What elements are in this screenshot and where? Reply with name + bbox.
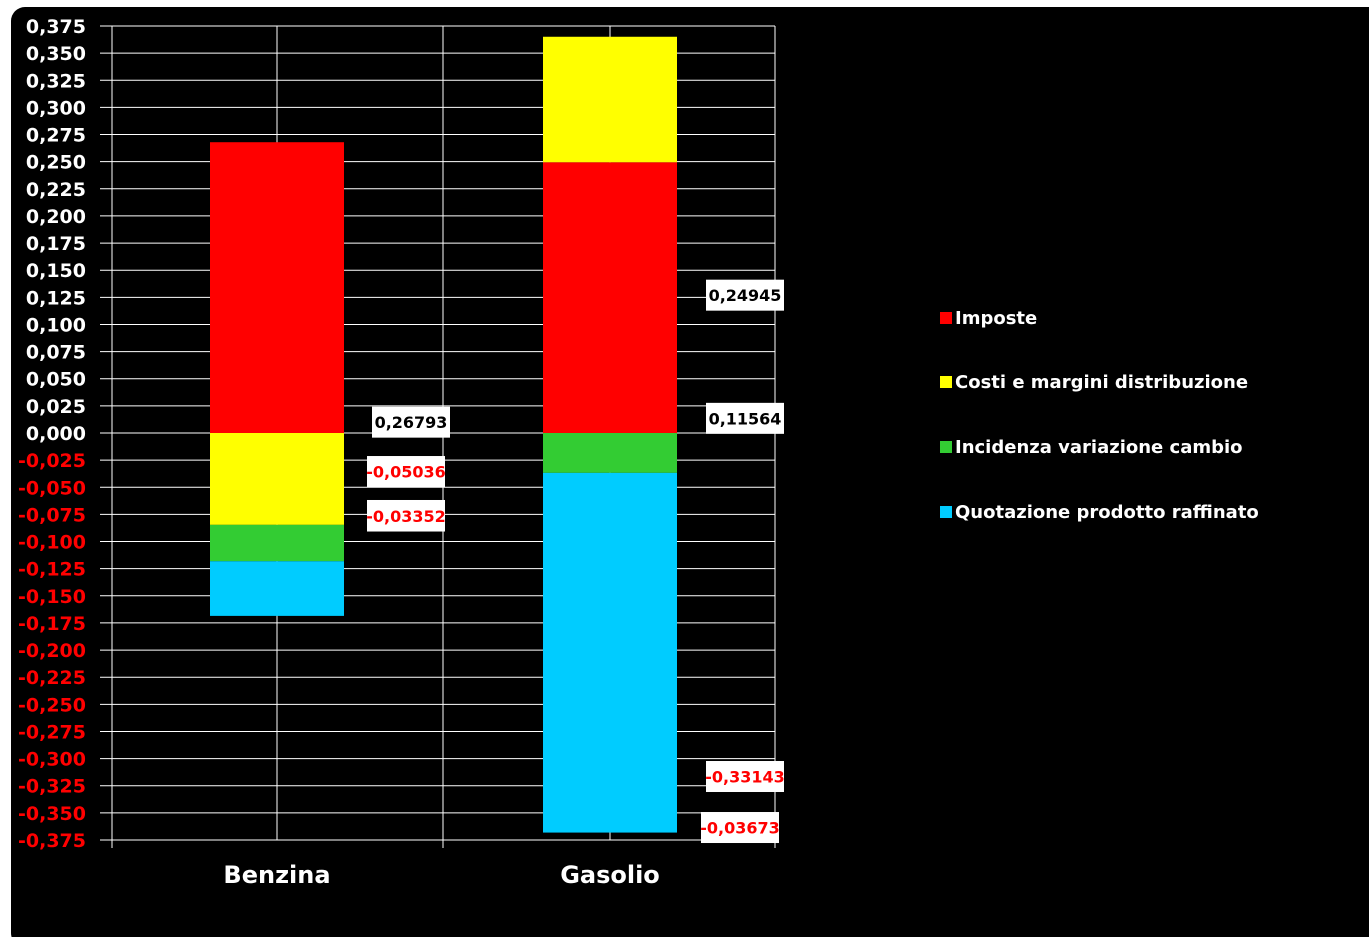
value-label-box: [372, 406, 450, 438]
y-tick-label: 0,050: [26, 369, 86, 391]
y-tick-label: 0,000: [26, 423, 86, 445]
y-tick-label: 0,350: [26, 43, 86, 65]
legend-label: Quotazione prodotto raffinato: [955, 502, 1259, 523]
y-tick-label: 0,225: [26, 179, 86, 201]
y-tick-label: -0,375: [18, 830, 86, 852]
value-label-box: [706, 761, 784, 793]
y-tick-label: 0,325: [26, 70, 86, 92]
legend-swatch: [940, 376, 952, 388]
y-tick-label: 0,300: [26, 97, 86, 119]
y-tick-label: -0,175: [18, 613, 86, 635]
y-tick-label: -0,150: [18, 586, 86, 608]
x-axis-label: Gasolio: [560, 861, 660, 889]
y-tick-label: -0,275: [18, 721, 86, 743]
y-tick-label: 0,125: [26, 287, 86, 309]
bar-segment: [543, 472, 677, 833]
value-label: 0,24945: [709, 286, 782, 305]
value-label-box: [367, 456, 445, 488]
legend-label: Costi e margini distribuzione: [955, 372, 1248, 393]
legend: Imposte Costi e margini distribuzione Inci…: [940, 308, 1259, 523]
y-tick-label: 0,075: [26, 342, 86, 364]
bar-segment: [543, 433, 677, 473]
y-tick-label: 0,200: [26, 206, 86, 228]
y-tick-label: 0,025: [26, 396, 86, 418]
y-tick-label: -0,250: [18, 694, 86, 716]
y-tick-label: 0,250: [26, 152, 86, 174]
value-label: -0,03352: [366, 507, 446, 526]
y-tick-label: 0,175: [26, 233, 86, 255]
y-tick-label: -0,125: [18, 559, 86, 581]
y-tick-label: -0,350: [18, 803, 86, 825]
bar-segment: [210, 142, 344, 433]
bar-segment: [543, 36, 677, 163]
value-label-box: [706, 279, 784, 311]
value-label: 0,11564: [709, 409, 782, 428]
y-tick-label: -0,025: [18, 450, 86, 472]
y-tick-label: 0,100: [26, 314, 86, 336]
value-label: 0,26793: [375, 413, 448, 432]
value-label-box: [367, 500, 445, 532]
y-tick-label: -0,100: [18, 532, 86, 554]
legend-swatch: [940, 312, 952, 324]
y-axis-ticks: 0,375 0,350 0,325 0,300 0,275 0,250 0,225 0,200…: [18, 16, 86, 852]
bar-segment: [210, 433, 344, 525]
value-labels: 0,267930,24945-0,084630,11564-0,03352-0,…: [366, 279, 785, 844]
value-label-box: [706, 402, 784, 434]
y-tick-label: -0,200: [18, 640, 86, 662]
x-axis-labels: Benzina Gasolio: [223, 861, 659, 889]
y-tick-label: -0,050: [18, 477, 86, 499]
bar-segment: [543, 162, 677, 433]
legend-swatch: [940, 441, 952, 453]
legend-label: Imposte: [955, 308, 1037, 329]
y-tick-label: -0,075: [18, 504, 86, 526]
y-tick-label: 0,275: [26, 125, 86, 147]
y-tick-label: 0,375: [26, 16, 86, 38]
value-label: -0,05036: [366, 463, 446, 482]
bar-segment: [210, 561, 344, 616]
legend-swatch: [940, 506, 952, 518]
x-axis-label: Benzina: [223, 861, 330, 889]
bars: [210, 36, 677, 833]
legend-label: Incidenza variazione cambio: [955, 437, 1243, 458]
y-tick-label: 0,150: [26, 260, 86, 282]
value-label: -0,33143: [705, 768, 785, 787]
y-tick-label: -0,225: [18, 667, 86, 689]
bar-segment: [210, 524, 344, 562]
y-tick-label: -0,300: [18, 749, 86, 771]
value-label: -0,03673: [700, 819, 780, 838]
chart-background: [11, 7, 1369, 941]
y-tick-label: -0,325: [18, 776, 86, 798]
value-label-box: [701, 812, 779, 844]
